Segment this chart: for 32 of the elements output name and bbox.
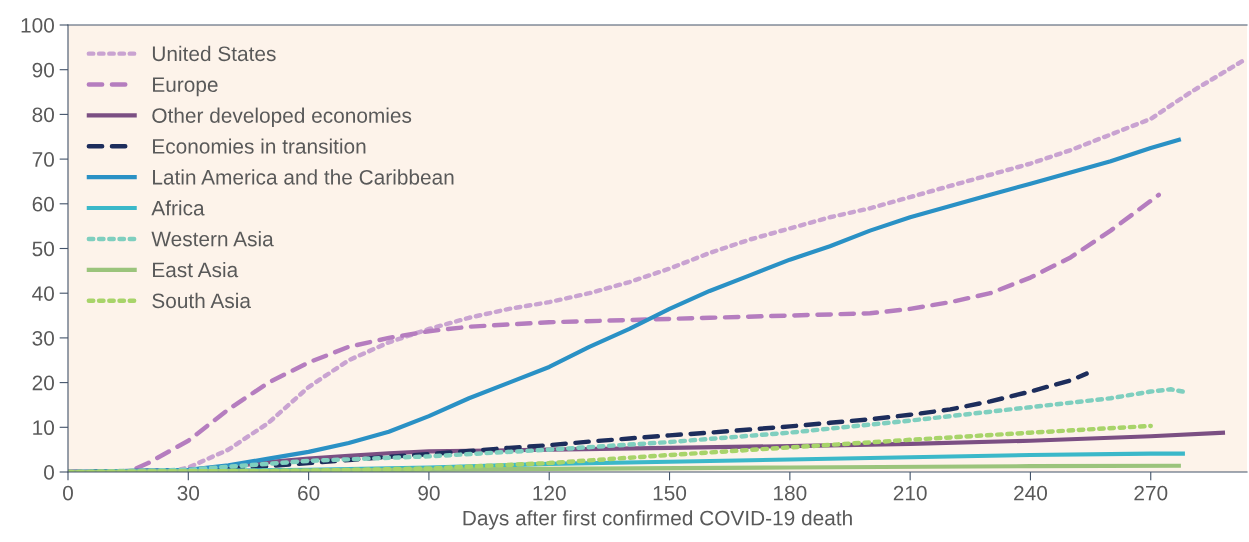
x-axis-title: Days after first confirmed COVID-19 death — [463, 510, 852, 530]
y-tick-label: 100 — [21, 18, 54, 33]
x-tick-label: 150 — [653, 485, 687, 501]
line-series — [68, 423, 1153, 472]
x-tick-label: 30 — [177, 485, 200, 501]
x-tick-label: 120 — [533, 485, 566, 501]
y-tick-label: 60 — [32, 196, 54, 212]
y-tick-label: 20 — [32, 375, 54, 391]
x-tick-label: 240 — [1014, 485, 1048, 501]
y-tick-label: 10 — [33, 420, 54, 436]
legend-label: Europe — [153, 77, 218, 97]
legend-label: United States — [152, 45, 276, 62]
x-tick-label: 60 — [298, 485, 320, 501]
legend-label: Africa — [151, 200, 205, 216]
y-tick-label: 0 — [44, 465, 54, 480]
y-tick-label: 40 — [32, 286, 54, 301]
x-tick-label: 210 — [893, 485, 927, 501]
legend-label: Economies in transition — [153, 138, 366, 154]
y-tick-label: 70 — [32, 152, 54, 167]
y-tick-label: 30 — [32, 330, 54, 346]
legend-label: South Asia — [152, 292, 251, 309]
legend-label: East Asia — [153, 261, 239, 278]
y-tick-label: 80 — [32, 107, 54, 123]
x-tick-label: 90 — [418, 485, 440, 501]
x-tick-label: 180 — [774, 485, 807, 501]
legend-label: Latin America and the Caribbean — [153, 169, 454, 185]
y-tick-label: 50 — [32, 241, 54, 257]
y-tick-label: 90 — [32, 62, 54, 78]
legend-label: Other developed economies — [152, 107, 412, 128]
x-tick-label: 0 — [63, 485, 73, 501]
legend-label: Western Asia — [151, 231, 274, 247]
x-tick-label: 270 — [1134, 485, 1168, 501]
